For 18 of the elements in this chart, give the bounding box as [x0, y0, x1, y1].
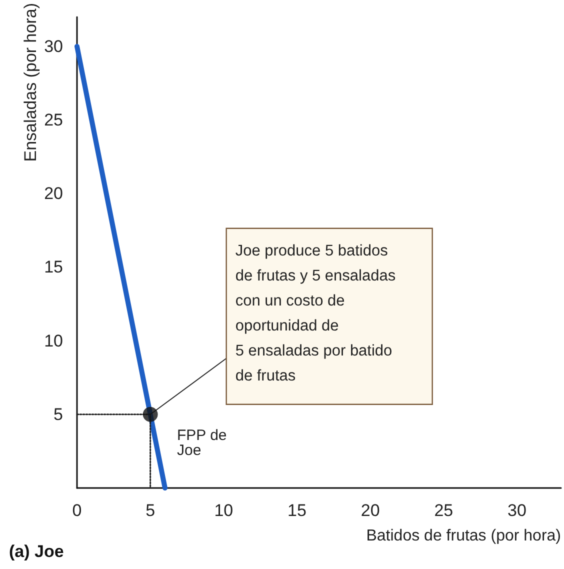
x-tick-label: 15 [288, 501, 306, 520]
text: (a) Joe [9, 542, 64, 561]
x-tick-label: 0 [72, 501, 82, 520]
y-tick-label: 5 [54, 404, 63, 424]
x-axis-title: Batidos de frutas (por hora) [366, 528, 561, 544]
y-tick-label: 25 [44, 110, 63, 130]
y-tick-label: 15 [44, 258, 63, 277]
x-tick-label: 5 [146, 501, 156, 520]
annotation: Joe produce 5 batidos de frutas y 5 ensaladas con un costo de oportunidad de 5 ensaladas por batido de frutas [235, 242, 396, 384]
x-tick-label: 10 [214, 501, 234, 520]
x-tick-label: 30 [508, 501, 526, 520]
x-tick-label: 20 [360, 501, 380, 520]
y-tick-label: 10 [44, 331, 63, 350]
x-tick-label: 25 [434, 501, 454, 520]
y-tick-label: 20 [44, 184, 63, 204]
y-axis-title: Ensaladas (por hora) [21, 3, 40, 162]
y-tick-label: 30 [44, 36, 63, 56]
series-label: FPP de Joe [177, 427, 231, 459]
